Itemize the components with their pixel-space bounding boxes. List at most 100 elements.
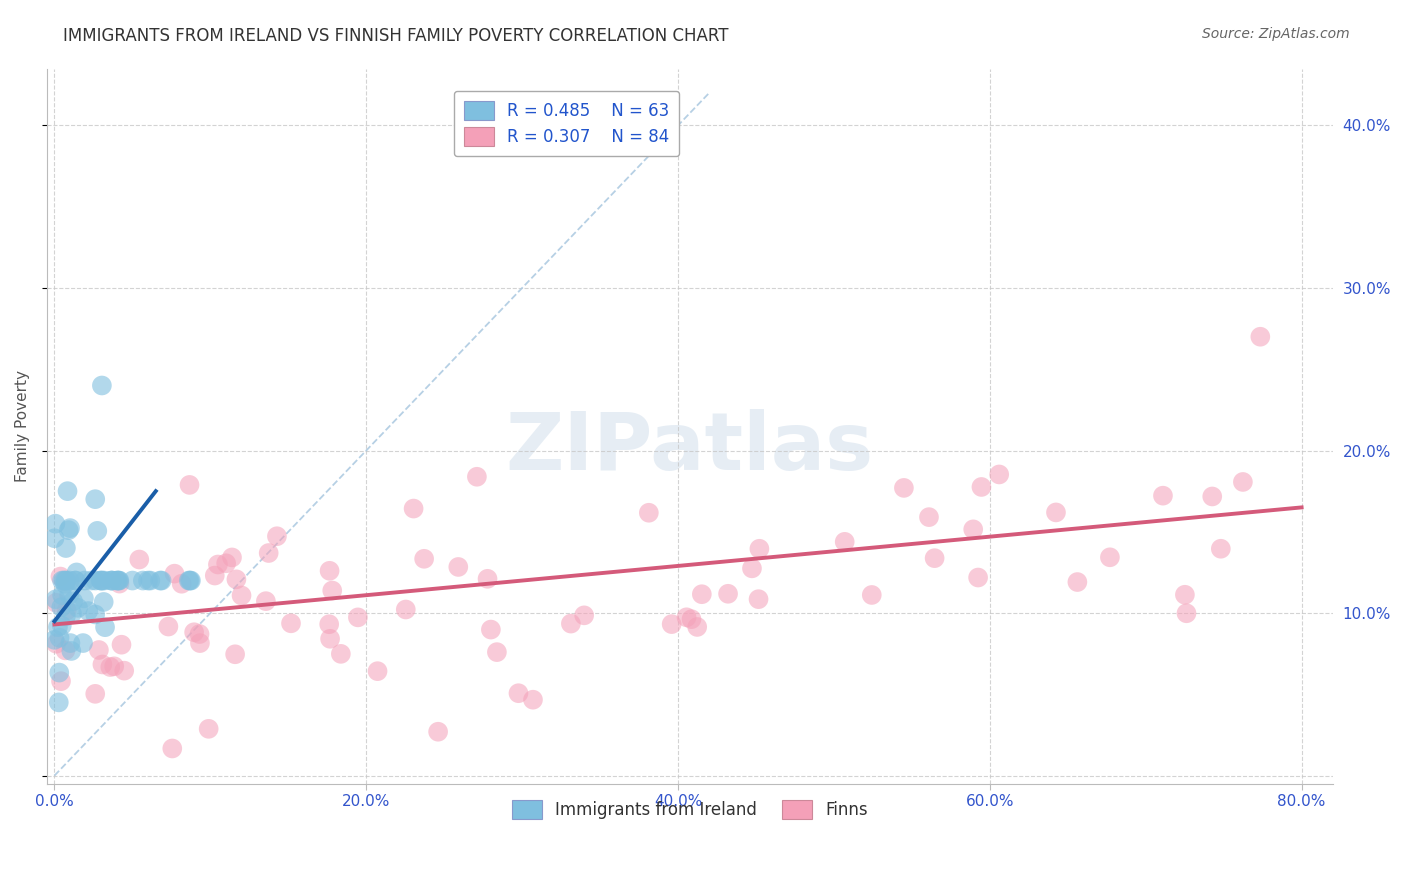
Point xyxy=(180,574,202,588)
Point xyxy=(51,600,73,615)
Point xyxy=(44,516,66,531)
Point xyxy=(1174,588,1197,602)
Point xyxy=(1249,329,1271,343)
Point xyxy=(55,603,77,617)
Y-axis label: Family Poverty: Family Poverty xyxy=(15,370,30,483)
Point xyxy=(717,587,740,601)
Point xyxy=(924,551,946,566)
Point xyxy=(329,647,352,661)
Point xyxy=(150,574,173,588)
Point xyxy=(918,510,941,524)
Point xyxy=(508,686,530,700)
Point xyxy=(1045,505,1067,519)
Point xyxy=(257,546,280,560)
Point xyxy=(65,566,87,580)
Point xyxy=(52,574,75,588)
Point xyxy=(128,552,150,566)
Point xyxy=(51,618,73,632)
Point xyxy=(402,501,425,516)
Point xyxy=(179,574,201,588)
Point xyxy=(962,522,984,536)
Point xyxy=(90,378,112,392)
Point xyxy=(188,627,211,641)
Point xyxy=(188,636,211,650)
Point xyxy=(84,607,107,622)
Point xyxy=(44,531,66,545)
Point xyxy=(748,541,770,556)
Point xyxy=(44,632,66,647)
Point xyxy=(413,551,436,566)
Point xyxy=(48,665,70,680)
Point xyxy=(1175,607,1198,621)
Point xyxy=(84,574,107,588)
Point xyxy=(1209,541,1232,556)
Point xyxy=(59,521,82,535)
Point xyxy=(686,620,709,634)
Point xyxy=(65,574,87,588)
Point xyxy=(49,569,72,583)
Point xyxy=(347,610,370,624)
Point xyxy=(834,534,856,549)
Point xyxy=(48,695,70,709)
Point xyxy=(1066,575,1088,590)
Point xyxy=(1201,490,1223,504)
Point xyxy=(51,574,73,588)
Point xyxy=(112,664,135,678)
Point xyxy=(280,616,302,631)
Point xyxy=(58,523,80,537)
Point xyxy=(163,566,186,581)
Point xyxy=(87,643,110,657)
Point xyxy=(90,574,112,588)
Text: Source: ZipAtlas.com: Source: ZipAtlas.com xyxy=(1202,27,1350,41)
Point xyxy=(73,574,96,588)
Point xyxy=(55,541,77,555)
Point xyxy=(221,550,243,565)
Point xyxy=(179,478,201,492)
Point xyxy=(91,574,114,588)
Point xyxy=(319,632,342,646)
Point xyxy=(45,637,67,651)
Point xyxy=(988,467,1011,482)
Point xyxy=(204,568,226,582)
Point xyxy=(51,588,73,602)
Point xyxy=(479,623,502,637)
Point xyxy=(485,645,508,659)
Point xyxy=(318,564,340,578)
Point xyxy=(77,604,100,618)
Point xyxy=(105,574,128,588)
Point xyxy=(224,647,246,661)
Point xyxy=(522,692,544,706)
Text: ZIPatlas: ZIPatlas xyxy=(506,409,875,486)
Point xyxy=(121,574,143,588)
Point xyxy=(103,659,125,673)
Point xyxy=(681,612,703,626)
Point xyxy=(231,589,253,603)
Point xyxy=(477,572,499,586)
Point xyxy=(107,574,129,588)
Point xyxy=(572,608,595,623)
Point xyxy=(560,616,582,631)
Point xyxy=(321,583,343,598)
Point xyxy=(101,574,124,588)
Point xyxy=(58,574,80,588)
Point xyxy=(60,644,83,658)
Point xyxy=(427,724,450,739)
Point xyxy=(46,620,69,634)
Point xyxy=(59,636,82,650)
Point xyxy=(56,484,79,499)
Point xyxy=(98,660,121,674)
Point xyxy=(447,560,470,574)
Point xyxy=(55,609,77,624)
Point xyxy=(215,556,238,570)
Point xyxy=(266,529,288,543)
Point xyxy=(197,722,219,736)
Point xyxy=(465,469,488,483)
Point xyxy=(91,657,114,672)
Point xyxy=(970,480,993,494)
Point xyxy=(741,561,763,575)
Point xyxy=(55,574,77,588)
Point xyxy=(139,574,162,588)
Point xyxy=(55,643,77,657)
Point xyxy=(108,574,131,588)
Point xyxy=(65,574,87,588)
